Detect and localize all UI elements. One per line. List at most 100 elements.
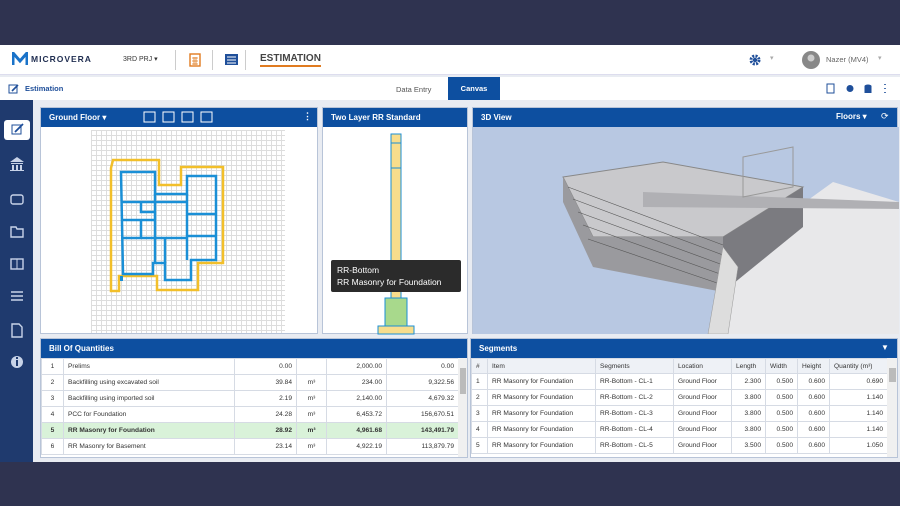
nav-active[interactable] [4,120,30,140]
tab[interactable]: Data Entry [396,85,431,94]
segment-cell: RR Masonry for Foundation [488,406,596,422]
calculator-icon[interactable] [189,53,201,67]
tab-active[interactable]: Canvas [448,77,500,100]
segment-row[interactable]: 5RR Masonry for FoundationRR-Bottom - CL… [472,438,888,454]
logo-icon [12,52,28,66]
segment-cell: 0.500 [766,374,798,390]
segment-cell: 0.600 [798,406,830,422]
segment-row[interactable]: 3RR Masonry for FoundationRR-Bottom - CL… [472,406,888,422]
segment-cell: 0.500 [766,422,798,438]
segment-cell: RR-Bottom - CL-1 [596,374,674,390]
boq-cell: 0.00 [235,359,297,375]
segment-cell: 3.800 [732,390,766,406]
boq-row[interactable]: 1Prelims0.002,000.000.00 [42,359,459,375]
boq-cell: 234.00 [327,375,387,391]
boq-cell: 3 [42,391,64,407]
sidebar [0,100,33,462]
segment-cell: RR-Bottom - CL-5 [596,438,674,454]
boq-row[interactable]: 6RR Masonry for Basement23.14m³4,922.191… [42,439,459,455]
plan-panel: Ground Floor ▾ ⋮ [40,107,318,334]
segment-row[interactable]: 1RR Masonry for FoundationRR-Bottom - CL… [472,374,888,390]
segment-cell: 1.140 [830,406,888,422]
boq-row[interactable]: 2Backfilling using excavated soil39.84m³… [42,375,459,391]
sub-bar: Estimation Data Entry Canvas [0,77,900,100]
settings-icon[interactable] [749,54,761,66]
segments-panel: Segments ▼ #ItemSegmentsLocationLengthWi… [470,338,898,458]
segment-cell: 2 [472,390,488,406]
segments-table: #ItemSegmentsLocationLengthWidthHeightQu… [471,358,888,454]
boq-cell: 2,000.00 [327,359,387,375]
scrollbar[interactable] [458,358,468,458]
collapse-icon[interactable]: ▼ [881,343,889,352]
segment-cell: 0.500 [766,438,798,454]
column-header: Location [674,359,732,374]
boq-table: 1Prelims0.002,000.000.002Backfilling usi… [41,358,459,455]
boq-cell: 39.84 [235,375,297,391]
tooltip-line: RR-Bottom [337,264,455,276]
module-title: ESTIMATION [260,53,321,67]
boq-cell: Backfilling using excavated soil [64,375,235,391]
model-3d [473,127,899,334]
segment-cell: 1.050 [830,438,888,454]
list-icon[interactable] [225,54,238,65]
segment-cell: RR Masonry for Foundation [488,422,596,438]
segment-cell: 0.600 [798,374,830,390]
boq-row[interactable]: 5RR Masonry for Foundation28.92m³4,961.6… [42,423,459,439]
settings-caret[interactable]: ▾ [770,54,774,62]
boq-panel: Bill Of Quantities 1Prelims0.002,000.000… [40,338,468,458]
scrollbar[interactable] [887,358,898,458]
divider [212,50,213,70]
boq-cell: 4,961.68 [327,423,387,439]
segment-cell: Ground Floor [674,438,732,454]
boq-cell [297,359,327,375]
segment-cell: Ground Floor [674,422,732,438]
nav-icons[interactable] [9,155,25,395]
segment-cell: 0.600 [798,422,830,438]
column-header: Quantity (m³) [830,359,888,374]
boq-cell: Backfilling using imported soil [64,391,235,407]
column-header: # [472,359,488,374]
user-caret[interactable]: ▾ [878,54,882,62]
panel-header: 3D View [473,108,897,127]
segment-row[interactable]: 2RR Masonry for FoundationRR-Bottom - CL… [472,390,888,406]
refresh-icon[interactable]: ⟳ [881,111,889,122]
user-name[interactable]: Nazer (MV4) [826,55,869,64]
project-select[interactable]: 3RD PRJ ▾ [123,55,158,63]
segment-cell: RR-Bottom - CL-3 [596,406,674,422]
boq-row[interactable]: 4PCC for Foundation24.28m³6,453.72156,67… [42,407,459,423]
segment-row[interactable]: 4RR Masonry for FoundationRR-Bottom - CL… [472,422,888,438]
boq-cell: m³ [297,423,327,439]
column-header: Item [488,359,596,374]
section-panel: Two Layer RR Standard RR-BottomRR Masonr… [322,107,468,334]
segment-cell: RR-Bottom - CL-2 [596,390,674,406]
boq-cell: RR Masonry for Foundation [64,423,235,439]
app: MICROVERA 3RD PRJ ▾ ESTIMATION ▾ Nazer (… [0,45,900,462]
top-bar: MICROVERA 3RD PRJ ▾ ESTIMATION ▾ Nazer (… [0,45,900,75]
toolbar-icons [826,83,892,94]
boq-cell: Prelims [64,359,235,375]
boq-cell: 6 [42,439,64,455]
segment-cell: 0.690 [830,374,888,390]
column-header: Width [766,359,798,374]
floors-select[interactable]: Floors ▾ [836,112,867,121]
divider [245,50,246,70]
segment-cell: 1.140 [830,390,888,406]
boq-cell: 2.19 [235,391,297,407]
segment-cell: 3 [472,406,488,422]
boq-cell: 4 [42,407,64,423]
panel-header: Bill Of Quantities [41,339,467,358]
column-header: Length [732,359,766,374]
boq-row[interactable]: 3Backfilling using imported soil2.19m³2,… [42,391,459,407]
boq-cell: RR Masonry for Basement [64,439,235,455]
floor-plan [41,108,319,335]
segment-cell: 3.500 [732,438,766,454]
avatar[interactable] [802,51,820,69]
column-header: Segments [596,359,674,374]
boq-cell: 113,879.79 [387,439,459,455]
segment-cell: RR-Bottom - CL-4 [596,422,674,438]
segment-cell: 3.800 [732,406,766,422]
segment-cell: RR Masonry for Foundation [488,438,596,454]
boq-cell: m³ [297,375,327,391]
boq-cell: PCC for Foundation [64,407,235,423]
